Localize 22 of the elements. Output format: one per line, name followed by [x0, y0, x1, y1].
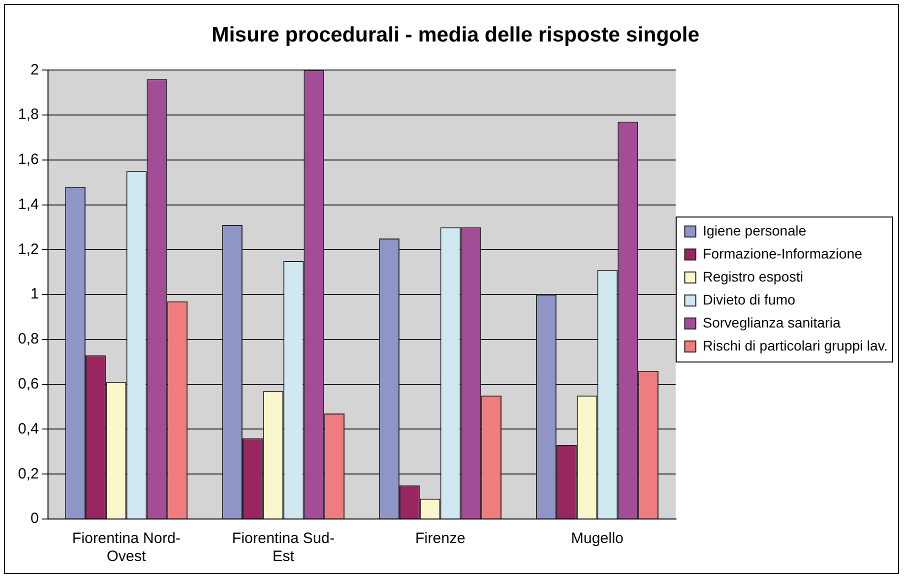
x-tick-label: Fiorentina Sud-Est	[232, 530, 335, 566]
y-tick-label: 0	[30, 510, 39, 528]
x-tick-label: Firenze	[415, 530, 466, 548]
y-tick-label: 0,2	[18, 465, 39, 482]
x-tick-label: Fiorentina Nord-Ovest	[72, 530, 181, 566]
legend-label: Registro esposti	[702, 268, 804, 284]
y-tick-label: 0,6	[18, 376, 39, 392]
y-tick-label: 1,8	[18, 106, 39, 124]
y-tick-label: 1,4	[18, 196, 39, 213]
legend-label: Sorveglianza sanitaria	[702, 314, 841, 330]
y-tick-label: 1,6	[18, 151, 39, 168]
x-tick-label: Mugello	[570, 530, 624, 548]
legend-label: Rischi di particolari gruppi lav.	[702, 337, 888, 354]
y-tick-label: 1,2	[18, 240, 39, 258]
y-tick-label: 1	[30, 286, 39, 303]
legend-label: Divieto di fumo	[702, 291, 796, 308]
legend-label: Formazione-Informazione	[702, 245, 862, 262]
chart-title: Misure procedurali - media delle risposte singole	[212, 23, 700, 46]
y-tick-label: 0,8	[18, 330, 39, 348]
y-tick-label: 2	[30, 61, 39, 78]
legend-label: Igiene personale	[702, 222, 806, 238]
y-tick-label: 0,4	[18, 420, 39, 438]
